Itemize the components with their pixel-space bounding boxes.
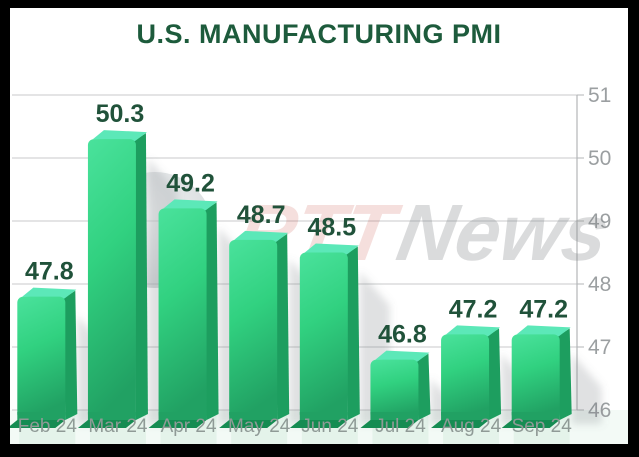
watermark: RTTNews xyxy=(231,189,616,278)
bar-front-bottom xyxy=(441,412,490,420)
bar-side-face xyxy=(345,246,360,420)
y-axis-label: 50 xyxy=(588,147,611,170)
bar-side-face xyxy=(133,133,148,420)
bar-top-face xyxy=(304,243,359,255)
bar-foot xyxy=(77,420,136,428)
bar-value-label: 47.2 xyxy=(449,295,498,323)
bar-feb-24 xyxy=(17,296,66,420)
bar-top-face xyxy=(92,130,147,142)
y-axis-label: 49 xyxy=(588,210,611,233)
bar-top-face xyxy=(234,230,289,242)
bar-value-label: 47.8 xyxy=(25,258,74,286)
bar-foot xyxy=(219,420,278,428)
bar-front-bottom xyxy=(158,412,207,420)
bar-value-label: 49.2 xyxy=(166,169,215,197)
bar-side-face xyxy=(204,202,219,420)
bar-side-face xyxy=(487,328,502,420)
bar-foot xyxy=(360,420,419,428)
bar-shadow xyxy=(571,353,602,424)
bar-top-face xyxy=(516,325,571,337)
bar-top-face xyxy=(163,199,218,211)
y-axis-label: 51 xyxy=(588,84,611,107)
y-axis-label: 47 xyxy=(588,336,611,359)
bar-side-face xyxy=(275,233,290,420)
x-axis-label: Feb 24 xyxy=(18,416,78,437)
bar-side-face xyxy=(557,328,572,420)
bar-front-bottom xyxy=(299,412,348,420)
bar-foot xyxy=(10,420,66,428)
y-axis-label: 48 xyxy=(588,273,611,296)
x-axis-label: Jul 24 xyxy=(375,416,426,437)
bar-front-bottom xyxy=(229,412,278,420)
chart-canvas: U.S. MANUFACTURING PMI 51 50 49 48 47 46 RTTNe… xyxy=(10,8,628,444)
bar-jul-24 xyxy=(370,359,419,420)
bar-foot xyxy=(431,420,490,428)
bar-side-face xyxy=(416,353,431,420)
bar-value-label: 50.3 xyxy=(96,100,145,128)
x-axis-label: Mar 24 xyxy=(88,416,148,437)
bar-foot xyxy=(289,420,348,428)
bar-top-face xyxy=(22,287,77,299)
bar-mar-24 xyxy=(87,139,136,420)
x-axis-label: Apr 24 xyxy=(161,416,217,437)
bar-foot xyxy=(501,420,560,428)
bar-side-face xyxy=(63,290,78,420)
bar-value-label: 48.5 xyxy=(307,214,356,242)
bar-front-bottom xyxy=(370,412,419,420)
bar-aug-24 xyxy=(441,334,490,420)
bar-front-bottom xyxy=(17,412,66,420)
bar-may-24 xyxy=(229,239,278,420)
bar-value-label: 48.7 xyxy=(237,201,286,229)
bar-value-label: 46.8 xyxy=(378,321,427,349)
x-axis-label: Jun 24 xyxy=(301,416,358,437)
bar-top-face xyxy=(375,350,430,362)
x-axis-label: May 24 xyxy=(228,416,291,437)
x-axis-label: Sep 24 xyxy=(512,416,573,437)
bar-apr-24 xyxy=(158,208,207,420)
watermark-news: News xyxy=(391,189,616,278)
bar-front-bottom xyxy=(87,412,136,420)
bar-foot xyxy=(148,420,207,428)
bar-top-face xyxy=(446,325,501,337)
x-axis-label: Aug 24 xyxy=(441,416,502,437)
bar-jun-24 xyxy=(299,252,348,420)
chart-title: U.S. MANUFACTURING PMI xyxy=(136,19,502,49)
bar-front-bottom xyxy=(511,412,560,420)
bar-value-label: 47.2 xyxy=(519,295,568,323)
bar-sep-24 xyxy=(511,334,560,420)
